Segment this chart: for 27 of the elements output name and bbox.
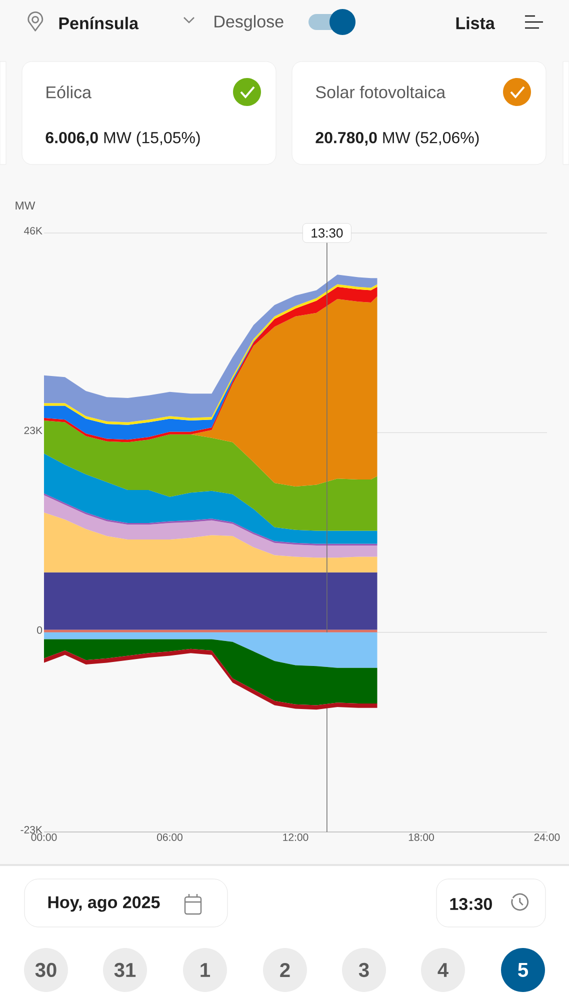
x-tick-label: 00:00 bbox=[31, 834, 57, 841]
ref-line-label: 13:30 bbox=[312, 228, 343, 238]
text: 4 bbox=[438, 963, 448, 977]
text: Hoy, ago 2025 bbox=[48, 896, 160, 912]
text: 2 bbox=[280, 963, 290, 977]
y-axis-title: MW bbox=[16, 202, 36, 210]
y-tick-label: 46K bbox=[24, 227, 42, 234]
text: 1 bbox=[200, 963, 210, 977]
text: 20.780,0 MW (52,06%) bbox=[316, 132, 479, 146]
text: Solar fotovoltaica bbox=[316, 86, 446, 98]
y-tick-label: -23K bbox=[20, 826, 42, 834]
x-tick-label: 24:00 bbox=[534, 834, 560, 841]
text: 6.006,0 MW (15,05%) bbox=[46, 132, 200, 146]
text: 30 bbox=[35, 962, 56, 978]
x-tick-label: 12:00 bbox=[283, 834, 308, 841]
y-tick-label: 0 bbox=[37, 626, 42, 634]
text: 31 bbox=[114, 962, 136, 978]
y-tick-label: 23K bbox=[24, 426, 42, 434]
text: Lista bbox=[456, 16, 495, 30]
text: Eólica bbox=[46, 86, 92, 98]
text: Desglose bbox=[214, 15, 284, 31]
text: 5 bbox=[518, 963, 528, 977]
text: Península bbox=[59, 16, 139, 30]
text: 13:30 bbox=[450, 898, 492, 910]
x-tick-label: 18:00 bbox=[408, 834, 434, 841]
text: 3 bbox=[358, 962, 369, 978]
x-tick-label: 06:00 bbox=[157, 834, 182, 841]
